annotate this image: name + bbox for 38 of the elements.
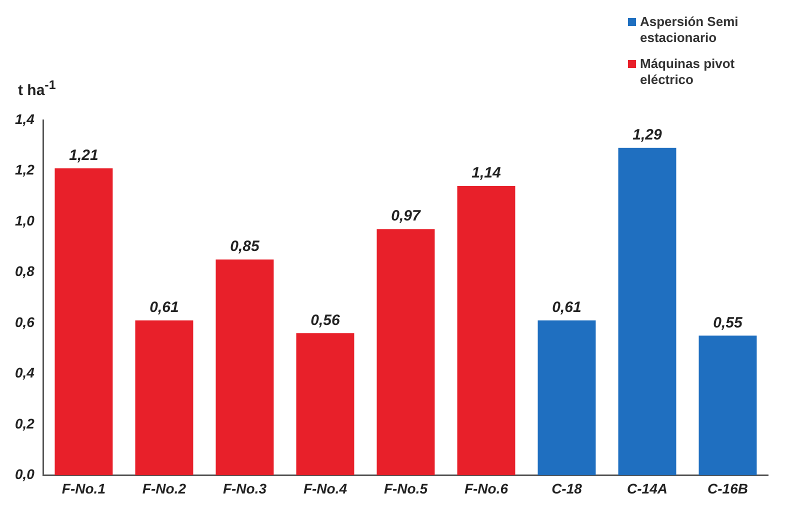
bar (135, 320, 194, 476)
bar (216, 260, 274, 476)
x-tick-label: C-18 (552, 480, 582, 496)
y-tick-label: 1,0 (14, 212, 35, 228)
y-tick-label: 0,2 (14, 415, 35, 432)
data-label: 0,97 (391, 208, 421, 225)
data-label: 0,55 (713, 314, 743, 332)
x-tick-label: F-No.5 (384, 480, 428, 496)
x-tick-label: F-No.6 (464, 480, 508, 496)
bar (296, 333, 354, 476)
x-tick-label: F-No.2 (142, 480, 186, 496)
y-tick-label: 1,4 (14, 110, 35, 127)
data-label: 1,14 (472, 164, 502, 182)
x-tick-label: C-14A (627, 480, 668, 496)
bar (618, 148, 676, 476)
y-axis-title: t ha$^{-1}$ (18, 78, 56, 99)
x-tick-label: F-No.3 (222, 480, 267, 496)
bar (698, 336, 757, 476)
legend-label: Aspersión Semi estacionario (640, 14, 740, 46)
data-label: 0,61 (150, 299, 179, 316)
bar (457, 186, 516, 476)
data-label: 1,29 (632, 126, 662, 144)
y-tick-label: 0,8 (14, 263, 35, 280)
data-label: 0,85 (230, 238, 260, 256)
bar (376, 229, 435, 476)
y-tick-label: 0,0 (14, 466, 35, 482)
bar (54, 168, 113, 476)
y-tick-label: 0,4 (14, 364, 35, 381)
data-label: 1,21 (69, 146, 98, 164)
legend-label: Máquinas pivot eléctrico (640, 56, 736, 88)
data-label: 0,61 (552, 299, 582, 316)
x-tick-label: F-No.4 (303, 480, 348, 496)
y-tick-label: 0,6 (14, 314, 35, 330)
bar (538, 320, 596, 476)
x-tick-label: C-16B (708, 480, 748, 496)
y-tick-label: 1,2 (14, 162, 35, 178)
x-tick-label: F-No.1 (62, 480, 106, 496)
data-label: 0,56 (310, 312, 340, 329)
